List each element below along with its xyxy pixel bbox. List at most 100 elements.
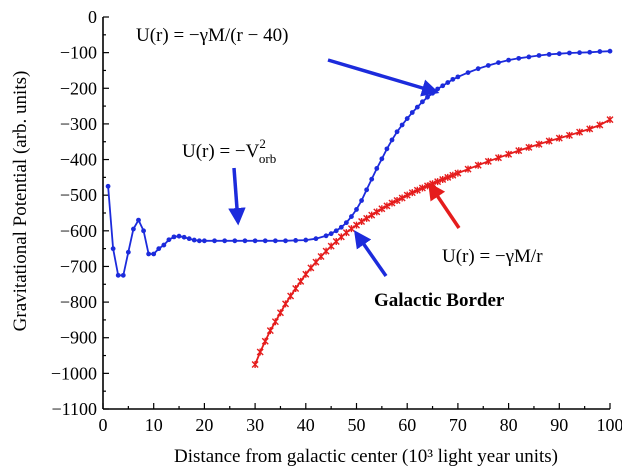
data-point	[526, 54, 532, 60]
data-point	[191, 237, 197, 243]
data-point	[338, 224, 344, 230]
data-point	[393, 197, 401, 205]
data-point	[161, 242, 167, 248]
data-point	[110, 246, 116, 252]
formula-orbital-sub: orb	[259, 151, 276, 166]
data-point	[368, 211, 376, 219]
data-point	[439, 176, 447, 184]
data-point	[202, 238, 207, 244]
data-point	[115, 272, 121, 278]
data-point	[266, 327, 274, 335]
data-point	[586, 125, 594, 133]
series-1	[251, 116, 614, 368]
x-tick-label: 30	[246, 415, 264, 435]
formula-orbital-sup: 2	[259, 136, 266, 151]
data-point	[105, 183, 111, 189]
data-point	[383, 202, 391, 210]
x-tick-label: 10	[145, 415, 163, 435]
data-point	[256, 348, 264, 356]
data-point	[156, 246, 162, 252]
data-point	[292, 285, 300, 293]
data-point	[465, 70, 471, 75]
data-point	[272, 238, 278, 244]
data-point	[347, 225, 355, 233]
data-point	[607, 48, 613, 54]
data-point	[450, 76, 456, 82]
data-point	[555, 134, 563, 142]
data-point	[287, 292, 295, 300]
data-point	[505, 150, 513, 158]
data-point	[484, 157, 492, 165]
data-point	[398, 194, 406, 202]
data-point	[455, 74, 461, 80]
data-point	[545, 137, 553, 145]
data-point	[409, 110, 415, 115]
x-tick-label: 90	[550, 415, 568, 435]
data-point	[343, 220, 349, 226]
x-tick-label: 50	[348, 415, 366, 435]
data-point	[464, 165, 472, 173]
data-point	[125, 249, 131, 255]
y-tick-label: 0	[88, 7, 97, 27]
x-axis-title: Distance from galactic center (10³ light…	[174, 446, 558, 467]
data-point	[151, 251, 157, 257]
arrow-blue-formula	[327, 58, 440, 97]
data-point	[131, 226, 136, 232]
data-point	[186, 236, 192, 242]
data-point	[342, 229, 350, 237]
data-point	[418, 184, 426, 192]
y-tick-label: −600	[60, 221, 97, 241]
x-tick-label: 80	[500, 415, 518, 435]
data-point	[171, 234, 177, 240]
y-tick-label: −700	[60, 256, 97, 276]
data-point	[454, 169, 462, 177]
data-point	[384, 146, 390, 152]
data-point	[322, 247, 330, 255]
data-point	[141, 228, 146, 234]
y-tick-label: −800	[60, 292, 97, 312]
data-point	[494, 154, 502, 162]
x-tick-label: 60	[398, 415, 416, 435]
x-ticks: 0 10 20 30 40 50 60 70 80 90 100	[99, 403, 622, 435]
data-point	[276, 309, 284, 317]
data-point	[565, 131, 573, 139]
galactic-border-label: Galactic Border	[374, 290, 505, 311]
data-point	[196, 238, 202, 244]
data-point	[449, 171, 457, 179]
y-tick-label: −1100	[52, 399, 97, 419]
data-point	[425, 94, 430, 100]
data-point	[313, 236, 319, 242]
data-point	[516, 55, 522, 61]
data-point	[567, 50, 572, 56]
data-point	[146, 251, 152, 257]
y-tick-label: −100	[60, 43, 97, 63]
data-point	[252, 238, 258, 244]
data-point	[323, 233, 329, 239]
series-1-line	[254, 118, 611, 365]
data-point	[474, 161, 482, 169]
data-point	[546, 52, 552, 57]
y-tick-label: −200	[60, 78, 97, 98]
data-point	[597, 49, 603, 54]
data-point	[337, 233, 345, 241]
data-point	[222, 238, 228, 244]
data-point	[444, 173, 452, 181]
arrow-red-formula	[428, 182, 461, 229]
x-tick-label: 20	[195, 415, 213, 435]
data-point	[312, 258, 320, 266]
data-point	[317, 252, 325, 260]
data-point	[283, 238, 288, 244]
data-point	[166, 237, 172, 243]
data-point	[181, 234, 187, 240]
y-tick-label: −900	[60, 328, 97, 348]
formula-blue-label: U(r) = −γM/(r − 40)	[136, 25, 288, 46]
data-point	[389, 137, 395, 143]
data-point	[302, 270, 310, 278]
data-point	[364, 187, 370, 193]
data-point	[403, 191, 411, 199]
data-point	[536, 53, 542, 58]
data-point	[297, 277, 305, 285]
y-ticks: 0 −100 −200 −300 −400 −500 −600 −700 −800 −900 −10…	[51, 7, 109, 419]
x-tick-label: 40	[297, 415, 315, 435]
